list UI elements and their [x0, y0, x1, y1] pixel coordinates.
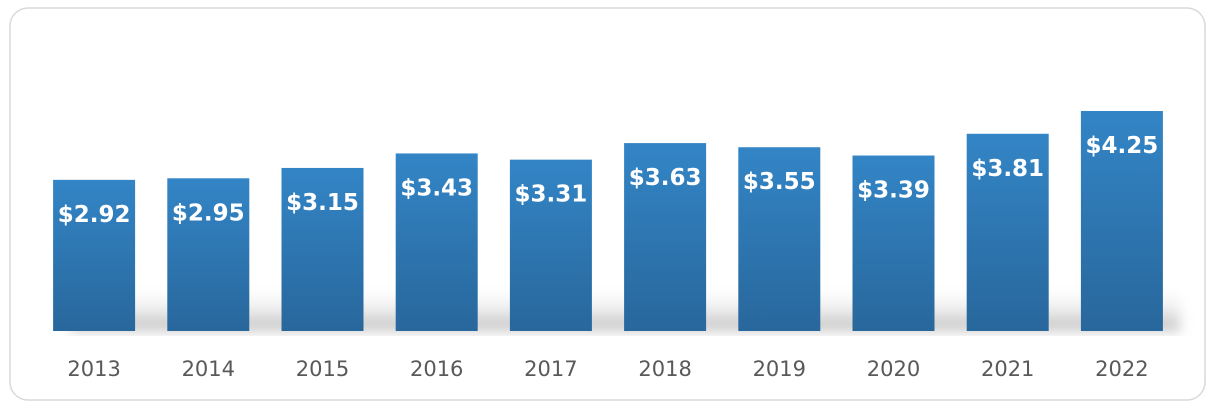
x-tick-label: 2014 — [182, 357, 235, 381]
x-tick-label: 2021 — [981, 357, 1034, 381]
bar — [53, 179, 136, 331]
bar — [966, 133, 1049, 331]
bar — [395, 153, 478, 331]
value-label: $3.15 — [286, 190, 359, 216]
value-label: $3.63 — [629, 165, 702, 191]
x-tick-label: 2020 — [867, 357, 920, 381]
x-tick-label: 2013 — [67, 357, 120, 381]
value-label: $2.92 — [58, 202, 131, 228]
x-tick-label: 2017 — [524, 357, 577, 381]
bar — [738, 147, 821, 331]
value-label: $3.43 — [400, 175, 473, 201]
x-tick-label: 2019 — [753, 357, 806, 381]
bar — [509, 159, 592, 331]
bar — [624, 143, 707, 331]
x-tick-label: 2022 — [1095, 357, 1148, 381]
bar — [281, 167, 364, 331]
x-tick-label: 2018 — [638, 357, 691, 381]
value-label: $2.95 — [172, 200, 245, 226]
bar — [852, 155, 935, 331]
value-label: $3.55 — [743, 169, 816, 195]
value-label: $3.39 — [857, 178, 930, 204]
value-label: $3.31 — [515, 182, 588, 208]
bar — [167, 178, 250, 331]
bar — [1080, 111, 1163, 331]
value-label: $4.25 — [1086, 133, 1159, 159]
x-tick-label: 2016 — [410, 357, 463, 381]
x-tick-label: 2015 — [296, 357, 349, 381]
value-label: $3.81 — [971, 156, 1044, 182]
